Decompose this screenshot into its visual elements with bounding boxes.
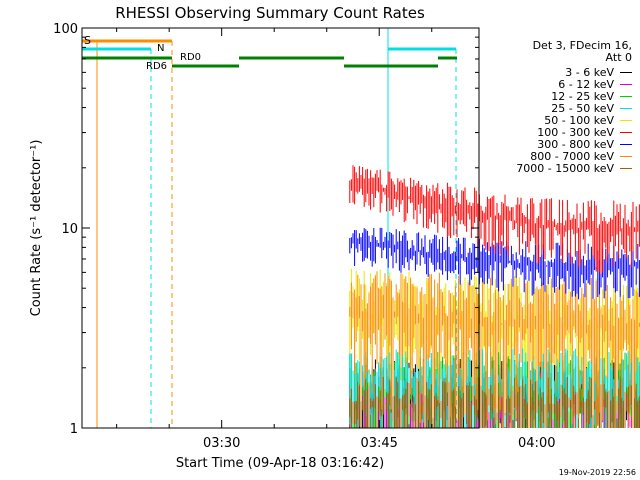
legend: 3 - 6 keV 6 - 12 keV 12 - 25 keV 25 - 50 ke…: [470, 66, 632, 175]
legend-item: 50 - 100 keV: [470, 113, 632, 127]
legend-item: 6 - 12 keV: [470, 77, 632, 91]
legend-label: 800 - 7000 keV: [530, 150, 614, 164]
series-trace: [349, 165, 640, 274]
plot-area: S N RD6 RD0: [82, 28, 640, 428]
x-tick-label: 03:30: [203, 436, 240, 451]
timestamp: 19-Nov-2019 22:56: [558, 468, 636, 477]
series-300-800-kev: [349, 227, 640, 300]
plot-frame: [81, 27, 480, 429]
legend-label: 25 - 50 keV: [551, 101, 614, 115]
series-100-300-kev: [349, 165, 640, 274]
legend-swatch: [620, 156, 632, 158]
chart-title: RHESSI Observing Summary Count Rates: [115, 4, 425, 22]
legend-label: 100 - 300 keV: [537, 126, 614, 140]
legend-header-line: Att 0: [605, 51, 632, 64]
series-trace: [349, 271, 640, 428]
x-axis-label: Start Time (09-Apr-18 03:16:42): [176, 456, 384, 471]
legend-swatch: [620, 83, 632, 85]
legend-swatch: [620, 95, 632, 97]
legend-label: 3 - 6 keV: [565, 65, 614, 79]
y-axis: 1 10 100: [53, 22, 479, 437]
legend-swatch: [620, 119, 632, 121]
legend-item: 100 - 300 keV: [470, 126, 632, 140]
y-axis-label: Count Rate (s⁻¹ detector⁻¹): [29, 140, 44, 317]
y-tick-label: 1: [70, 422, 78, 437]
flag-label-rd6: RD6: [146, 61, 167, 72]
legend-header-line: Det 3, FDecim 16,: [532, 39, 632, 52]
legend-swatch: [620, 144, 632, 146]
flag-label-rd0: RD0: [180, 52, 201, 63]
legend-label: 12 - 25 keV: [551, 89, 614, 103]
legend-label: 6 - 12 keV: [558, 77, 614, 91]
flag-label-s: S: [84, 34, 91, 47]
legend-swatch: [620, 71, 632, 73]
x-tick-label: 03:45: [360, 436, 397, 451]
legend-label: 300 - 800 keV: [537, 138, 614, 152]
series-800-7000-kev: [349, 271, 640, 428]
legend-label: 50 - 100 keV: [544, 113, 614, 127]
legend-item: 12 - 25 keV: [470, 89, 632, 103]
series-trace: [349, 227, 640, 300]
legend-swatch: [620, 168, 632, 170]
legend-swatch: [620, 132, 632, 134]
x-tick-label: 04:00: [518, 436, 555, 451]
legend-item: 7000 - 15000 keV: [470, 162, 632, 176]
legend-item: 800 - 7000 keV: [470, 150, 632, 164]
legend-item: 300 - 800 keV: [470, 138, 632, 152]
y-tick-label: 100: [53, 22, 78, 37]
legend-swatch: [620, 107, 632, 109]
flag-label-n: N: [157, 43, 164, 54]
legend-header: Det 3, FDecim 16, Att 0: [486, 40, 632, 64]
y-tick-label: 10: [61, 222, 78, 237]
legend-label: 7000 - 15000 keV: [516, 162, 614, 176]
legend-item: 25 - 50 keV: [470, 101, 632, 115]
legend-item: 3 - 6 keV: [470, 65, 632, 79]
